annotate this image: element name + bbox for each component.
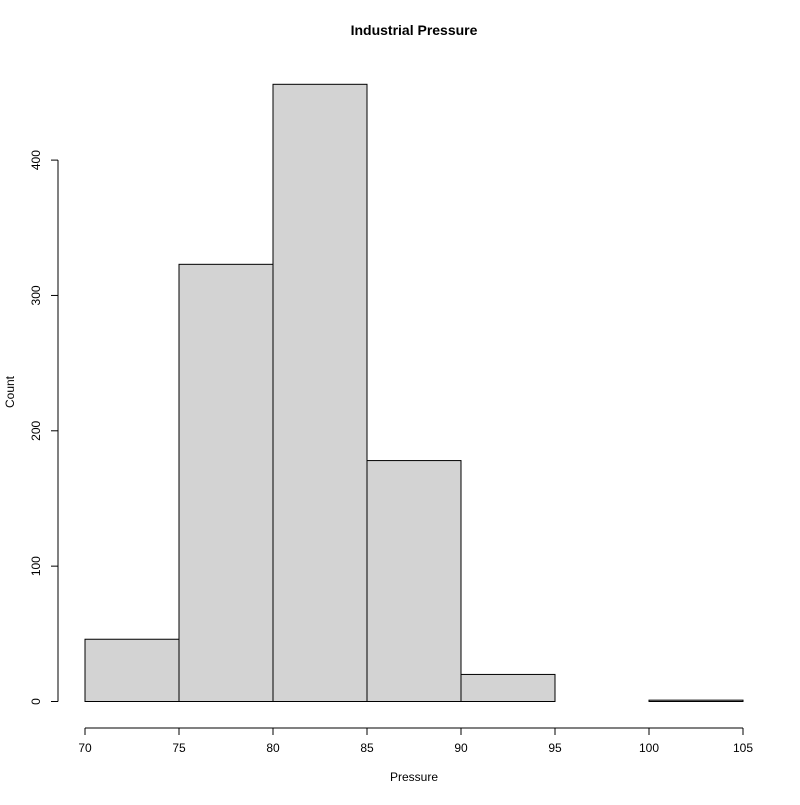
histogram-bar <box>366 460 462 702</box>
y-tick-label: 400 <box>29 150 43 170</box>
y-tick-label: 100 <box>29 556 43 576</box>
histogram-bar <box>178 263 274 702</box>
x-tick-label: 105 <box>733 741 753 755</box>
x-tick-label: 70 <box>78 741 92 755</box>
y-axis-label: Count <box>3 375 17 408</box>
x-tick-label: 90 <box>454 741 468 755</box>
y-tick-label: 0 <box>29 698 43 705</box>
histogram-bar <box>460 673 556 702</box>
histogram-bar <box>272 83 368 702</box>
histogram-bar <box>648 699 744 702</box>
x-tick-label: 95 <box>548 741 562 755</box>
bars-group <box>84 83 744 703</box>
x-axis-label: Pressure <box>390 770 438 784</box>
y-tick-label: 300 <box>29 285 43 305</box>
x-tick-label: 75 <box>172 741 186 755</box>
x-tick-label: 85 <box>360 741 374 755</box>
x-tick-label: 100 <box>639 741 659 755</box>
y-axis: 0 100 200 300 400 <box>29 150 59 705</box>
x-axis: 70 75 80 85 90 95 100 105 <box>78 727 753 755</box>
chart-title: Industrial Pressure <box>351 22 478 38</box>
y-tick-label: 200 <box>29 420 43 440</box>
x-tick-label: 80 <box>266 741 280 755</box>
histogram-bar <box>84 638 180 703</box>
